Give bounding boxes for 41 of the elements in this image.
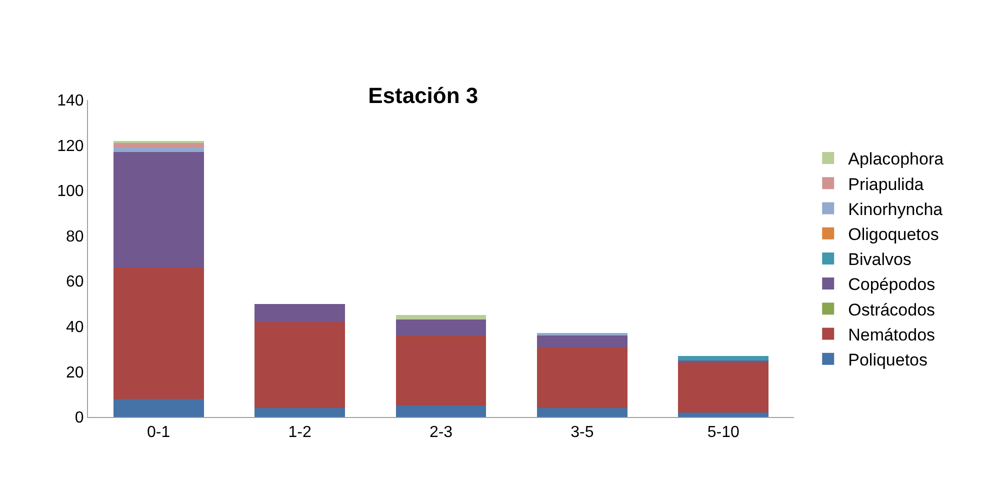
- y-tick-label: 60: [66, 274, 84, 291]
- legend-label: Aplacophora: [848, 150, 944, 169]
- bar: [396, 406, 486, 417]
- bar: [396, 315, 486, 320]
- legend-label: Kinorhyncha: [848, 200, 944, 219]
- bar: [396, 320, 486, 336]
- legend-label: Ostrácodos: [848, 300, 936, 320]
- bar: [113, 268, 204, 399]
- x-tick-label: 3-5: [570, 424, 594, 442]
- legend-label: Poliquetos: [848, 350, 928, 370]
- x-tick-label: 1-2: [288, 424, 312, 442]
- y-tick-label: 120: [57, 138, 84, 155]
- y-tick-label: 0: [74, 410, 84, 427]
- x-tick-label: 5-10: [707, 424, 740, 442]
- bar: [113, 148, 204, 152]
- bar: [537, 335, 628, 347]
- bar: [678, 412, 769, 417]
- bar: [254, 304, 345, 322]
- bar: [537, 346, 628, 408]
- bar: [113, 143, 204, 148]
- y-tick-label: 140: [57, 92, 84, 110]
- y-tick-label: 80: [66, 228, 84, 246]
- legend-label: Oligoquetos: [848, 224, 939, 244]
- bar: [678, 356, 769, 360]
- legend-label: Bivalvos: [848, 250, 912, 270]
- bar: [113, 152, 204, 268]
- y-tick-label: 40: [66, 319, 84, 336]
- x-tick-label: 0-1: [147, 424, 170, 442]
- bar: [254, 322, 345, 408]
- y-tick-label: 100: [57, 183, 84, 200]
- bar: [396, 335, 486, 406]
- legend-label: Copépodos: [848, 275, 936, 294]
- bar: [113, 398, 204, 417]
- chart-title: Estación 3: [368, 83, 478, 108]
- bar: [537, 408, 628, 417]
- y-tick-label: 20: [66, 364, 84, 382]
- legend-label: Priapulida: [848, 174, 924, 194]
- x-tick-label: 2-3: [429, 424, 453, 442]
- bar: [254, 408, 345, 417]
- legend-label: Nemátodos: [848, 325, 936, 344]
- bar: [678, 362, 769, 412]
